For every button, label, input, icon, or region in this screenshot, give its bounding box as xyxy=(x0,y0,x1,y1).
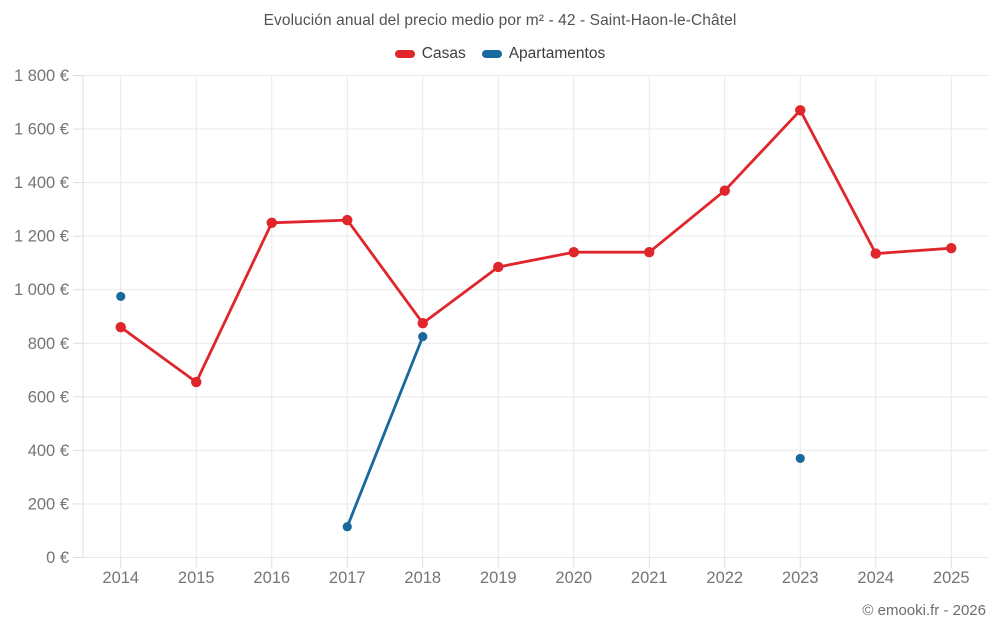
y-tick-label: 1 600 € xyxy=(14,121,69,139)
series-casas-point-2014 xyxy=(115,322,126,333)
y-tick-label: 1 400 € xyxy=(14,174,69,192)
series-casas-point-2016 xyxy=(266,217,277,228)
legend-label-apartamentos: Apartamentos xyxy=(508,45,606,62)
legend-swatch-casas-icon xyxy=(394,50,415,58)
y-tick-label: 1 000 € xyxy=(14,281,69,299)
y-tick-label: 800 € xyxy=(28,335,69,353)
x-tick-label: 2025 xyxy=(933,569,970,587)
legend-item-casas[interactable]: Casas xyxy=(394,45,466,63)
chart-title: Evolución anual del precio medio por m² … xyxy=(263,12,737,29)
series-casas-point-2025 xyxy=(946,243,957,254)
series-casas-point-2020 xyxy=(568,247,579,258)
x-tick-label: 2024 xyxy=(857,569,894,587)
series-apartamentos-point-2017 xyxy=(342,522,352,532)
legend-item-apartamentos[interactable]: Apartamentos xyxy=(481,45,606,63)
x-tick-label: 2015 xyxy=(178,569,215,587)
x-tick-label: 2014 xyxy=(102,569,139,587)
series-casas-point-2017 xyxy=(342,214,353,226)
series-casas-line xyxy=(119,108,953,384)
x-tick-label: 2020 xyxy=(555,569,592,587)
series-casas-point-2019 xyxy=(493,261,504,273)
series-casas-point-2018 xyxy=(417,317,428,329)
chart-legend: Casas Apartamentos xyxy=(0,45,1000,63)
y-tick-label: 0 € xyxy=(46,549,69,567)
series-casas-point-2021 xyxy=(644,247,655,258)
series-casas-point-2015 xyxy=(191,376,202,388)
series-casas-point-2023 xyxy=(795,105,806,116)
x-tick-label: 2021 xyxy=(631,569,668,587)
series-apartamentos-point-2023 xyxy=(795,453,805,464)
y-tick-label: 600 € xyxy=(28,388,69,406)
y-tick-label: 200 € xyxy=(28,495,69,513)
x-tick-label: 2019 xyxy=(480,569,517,587)
x-tick-label: 2022 xyxy=(706,569,743,587)
legend-swatch-apartamentos-icon xyxy=(481,50,502,58)
x-tick-label: 2016 xyxy=(253,569,290,587)
series-apartamentos-point-2018 xyxy=(418,331,428,342)
legend-label-casas: Casas xyxy=(421,45,466,62)
copyright-text: © emooki.fr - 2026 xyxy=(862,602,986,619)
y-tick-label: 1 800 € xyxy=(14,67,69,85)
x-tick-label: 2018 xyxy=(404,569,441,587)
series-casas-point-2024 xyxy=(870,248,881,259)
series-apartamentos-line xyxy=(345,335,425,529)
x-tick-label: 2023 xyxy=(782,569,819,587)
x-tick-label: 2017 xyxy=(329,569,366,587)
series-apartamentos-point-2014 xyxy=(116,291,126,302)
series-casas-point-2022 xyxy=(719,185,730,196)
y-tick-label: 1 200 € xyxy=(14,228,69,246)
y-tick-label: 400 € xyxy=(28,442,69,460)
